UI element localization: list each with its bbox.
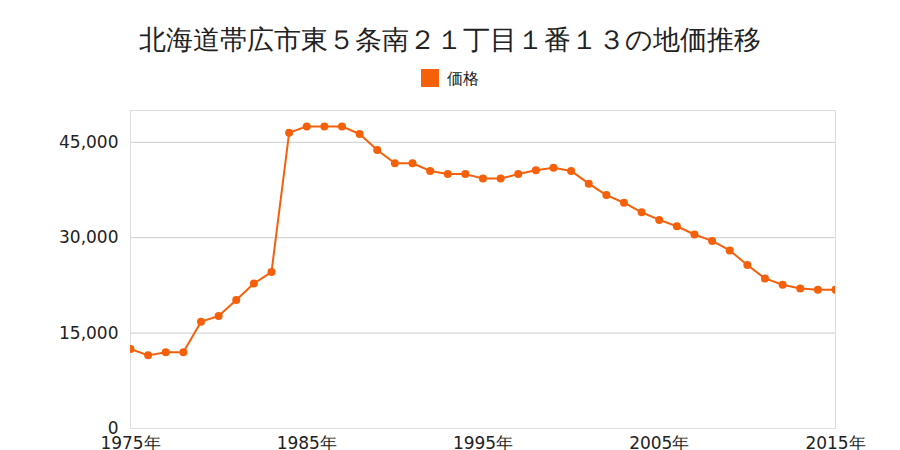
svg-text:45,000: 45,000 <box>59 132 118 152</box>
svg-text:30,000: 30,000 <box>59 227 118 247</box>
svg-text:1995年: 1995年 <box>453 433 513 450</box>
svg-text:2015年: 2015年 <box>805 433 865 450</box>
html-text:価格: 価格 <box>447 69 479 88</box>
svg-text:0: 0 <box>107 417 119 438</box>
svg-text:1985年: 1985年 <box>277 433 337 450</box>
svg-text:2005年: 2005年 <box>629 433 689 450</box>
svg-text:15,000: 15,000 <box>59 323 118 343</box>
svg-text:1975年: 1975年 <box>100 433 160 450</box>
html-text:北海道帯広市東５条南２１丁目１番１３の地価推移: 北海道帯広市東５条南２１丁目１番１３の地価推移 <box>139 24 761 55</box>
